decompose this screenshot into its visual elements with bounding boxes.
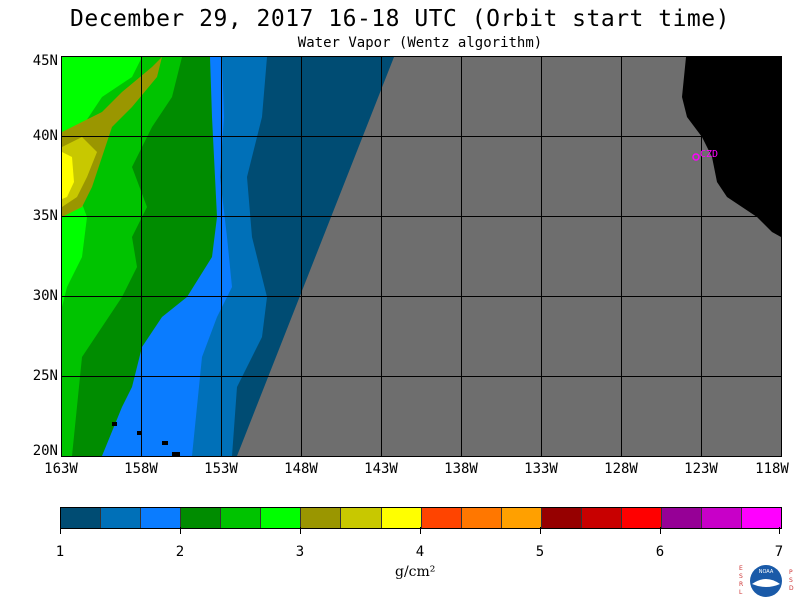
logo-svg: E S R L P S D NOAA [739, 565, 794, 597]
colorbar-cell [341, 508, 382, 528]
colorbar-cell [141, 508, 182, 528]
colorbar-tick [420, 527, 421, 534]
colorbar-label-3: 3 [295, 544, 305, 560]
graticule [62, 57, 781, 456]
lon-label-128w: 128W [604, 461, 638, 477]
colorbar-label-1: 1 [55, 544, 65, 560]
lat-label-25n: 25N [32, 368, 58, 384]
map-title: December 29, 2017 16-18 UTC (Orbit start… [70, 6, 730, 32]
colorbar-cell [621, 508, 662, 528]
colorbar-label-6: 6 [655, 544, 665, 560]
colorbar-label-4: 4 [415, 544, 425, 560]
colorbar-tick [60, 527, 61, 534]
lat-label-45n: 45N [32, 53, 58, 69]
colorbar-label-5: 5 [535, 544, 545, 560]
lon-label-133w: 133W [524, 461, 558, 477]
colorbar-cell [702, 508, 743, 528]
lat-label-35n: 35N [32, 208, 58, 224]
colorbar-label-7: 7 [774, 544, 784, 560]
lon-label-158w: 158W [124, 461, 158, 477]
lon-label-123w: 123W [684, 461, 718, 477]
colorbar-cell [541, 508, 582, 528]
colorbar-cell [501, 508, 542, 528]
lon-label-148w: 148W [284, 461, 318, 477]
logo-letter: D [789, 585, 794, 592]
logo-letter: P [789, 569, 793, 576]
logo-letter: S [739, 573, 743, 580]
island [137, 431, 142, 435]
island [172, 452, 180, 456]
water-vapor-map: CZD [61, 56, 782, 457]
colorbar-cell [742, 508, 782, 528]
map-svg: CZD [62, 57, 781, 456]
logo-letter: R [739, 581, 743, 588]
colorbar-tick [660, 527, 661, 534]
colorbar-cell [301, 508, 342, 528]
colorbar-cell [61, 508, 102, 528]
colorbar-tick [300, 527, 301, 534]
colorbar-cell [261, 508, 302, 528]
logo-letter: S [789, 577, 793, 584]
lon-label-138w: 138W [444, 461, 478, 477]
station-label: CZD [700, 149, 718, 160]
colorbar-tick [540, 527, 541, 534]
swath-band-6 [62, 57, 142, 307]
logo-letter: L [739, 589, 743, 596]
island [162, 441, 168, 445]
noaa-esrl-psd-logo: E S R L P S D NOAA [735, 560, 797, 600]
lon-label-118w: 118W [755, 461, 789, 477]
lon-label-163w: 163W [44, 461, 78, 477]
swath-band-8 [62, 137, 97, 207]
lon-label-143w: 143W [364, 461, 398, 477]
colorbar-cell [221, 508, 262, 528]
colorbar-cell [421, 508, 462, 528]
colorbar-cell [661, 508, 702, 528]
logo-letter: E [739, 565, 743, 572]
swath-band-9 [62, 152, 74, 199]
north-america-land [682, 57, 781, 237]
station-marker [692, 153, 700, 161]
lon-label-153w: 153W [204, 461, 238, 477]
colorbar [60, 507, 782, 529]
lat-label-30n: 30N [32, 288, 58, 304]
colorbar-cell [461, 508, 502, 528]
colorbar-cell [381, 508, 422, 528]
colorbar-tick [779, 527, 780, 534]
colorbar-cell [101, 508, 142, 528]
colorbar-units: g/cm² [395, 564, 436, 580]
colorbar-cell [181, 508, 222, 528]
colorbar-cell [581, 508, 622, 528]
lat-label-40n: 40N [32, 128, 58, 144]
lat-label-20n: 20N [32, 443, 58, 459]
colorbar-tick [180, 527, 181, 534]
noaa-emblem-wave [752, 579, 780, 587]
map-subtitle: Water Vapor (Wentz algorithm) [297, 35, 543, 51]
colorbar-label-2: 2 [175, 544, 185, 560]
noaa-text: NOAA [759, 569, 774, 575]
island [112, 422, 117, 426]
